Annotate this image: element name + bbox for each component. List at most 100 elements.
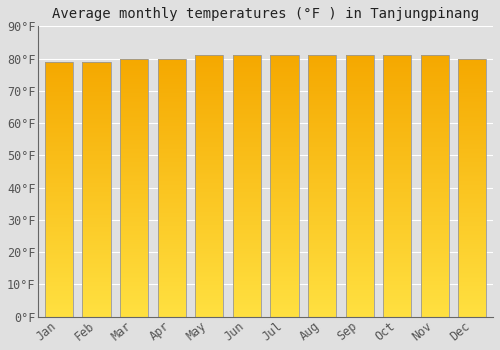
Bar xyxy=(82,111,110,113)
Bar xyxy=(232,62,261,63)
Bar xyxy=(458,270,486,271)
Bar xyxy=(45,287,73,288)
Bar xyxy=(458,248,486,250)
Bar xyxy=(82,166,110,168)
Bar xyxy=(120,275,148,276)
Bar xyxy=(45,178,73,179)
Bar xyxy=(458,126,486,127)
Bar xyxy=(420,148,449,149)
Bar xyxy=(82,131,110,132)
Bar xyxy=(120,217,148,218)
Bar xyxy=(82,208,110,210)
Bar xyxy=(383,228,412,229)
Bar xyxy=(45,76,73,77)
Bar xyxy=(308,67,336,68)
Bar xyxy=(45,286,73,287)
Bar xyxy=(195,79,224,80)
Bar xyxy=(120,210,148,211)
Bar xyxy=(45,236,73,238)
Bar xyxy=(270,141,298,143)
Bar xyxy=(383,77,412,79)
Bar xyxy=(45,154,73,155)
Bar xyxy=(308,217,336,219)
Bar xyxy=(232,290,261,292)
Bar xyxy=(420,123,449,125)
Bar xyxy=(232,123,261,125)
Bar xyxy=(45,115,73,117)
Bar xyxy=(82,194,110,196)
Bar xyxy=(158,62,186,64)
Bar xyxy=(195,211,224,212)
Bar xyxy=(383,246,412,247)
Bar xyxy=(82,277,110,278)
Bar xyxy=(82,309,110,310)
Bar xyxy=(195,93,224,95)
Bar xyxy=(120,202,148,203)
Bar xyxy=(120,90,148,91)
Bar xyxy=(45,166,73,168)
Bar xyxy=(45,160,73,161)
Bar xyxy=(458,141,486,142)
Bar xyxy=(458,159,486,160)
Bar xyxy=(195,72,224,74)
Bar xyxy=(346,195,374,196)
Bar xyxy=(120,160,148,162)
Bar xyxy=(232,162,261,164)
Bar xyxy=(383,253,412,254)
Bar xyxy=(346,189,374,190)
Bar xyxy=(346,193,374,194)
Bar xyxy=(420,267,449,268)
Bar xyxy=(458,188,486,189)
Bar xyxy=(158,235,186,237)
Bar xyxy=(308,162,336,164)
Bar xyxy=(45,291,73,292)
Bar xyxy=(458,278,486,279)
Bar xyxy=(383,172,412,173)
Bar xyxy=(346,91,374,92)
Bar xyxy=(82,288,110,290)
Bar xyxy=(82,132,110,133)
Bar xyxy=(420,72,449,74)
Bar xyxy=(232,223,261,224)
Bar xyxy=(195,153,224,155)
Bar xyxy=(158,58,186,317)
Bar xyxy=(346,110,374,112)
Bar xyxy=(195,160,224,161)
Bar xyxy=(195,254,224,255)
Bar xyxy=(195,306,224,307)
Bar xyxy=(195,80,224,82)
Bar xyxy=(420,255,449,257)
Bar xyxy=(195,245,224,246)
Bar xyxy=(383,109,412,110)
Bar xyxy=(458,150,486,152)
Bar xyxy=(82,196,110,197)
Bar xyxy=(232,193,261,194)
Bar xyxy=(270,175,298,177)
Bar xyxy=(308,122,336,123)
Bar xyxy=(270,294,298,296)
Bar xyxy=(308,224,336,225)
Bar xyxy=(120,133,148,135)
Bar xyxy=(158,68,186,69)
Bar xyxy=(45,305,73,306)
Bar xyxy=(270,184,298,186)
Bar xyxy=(82,93,110,95)
Bar xyxy=(458,222,486,224)
Bar xyxy=(195,157,224,159)
Bar xyxy=(420,168,449,169)
Bar xyxy=(458,212,486,214)
Bar xyxy=(270,207,298,208)
Bar xyxy=(420,259,449,260)
Bar xyxy=(232,280,261,281)
Bar xyxy=(195,305,224,306)
Bar xyxy=(383,302,412,303)
Bar xyxy=(45,125,73,127)
Bar xyxy=(346,161,374,162)
Bar xyxy=(346,209,374,211)
Bar xyxy=(270,134,298,135)
Bar xyxy=(420,257,449,258)
Bar xyxy=(195,156,224,157)
Bar xyxy=(308,172,336,173)
Bar xyxy=(308,182,336,183)
Bar xyxy=(45,106,73,108)
